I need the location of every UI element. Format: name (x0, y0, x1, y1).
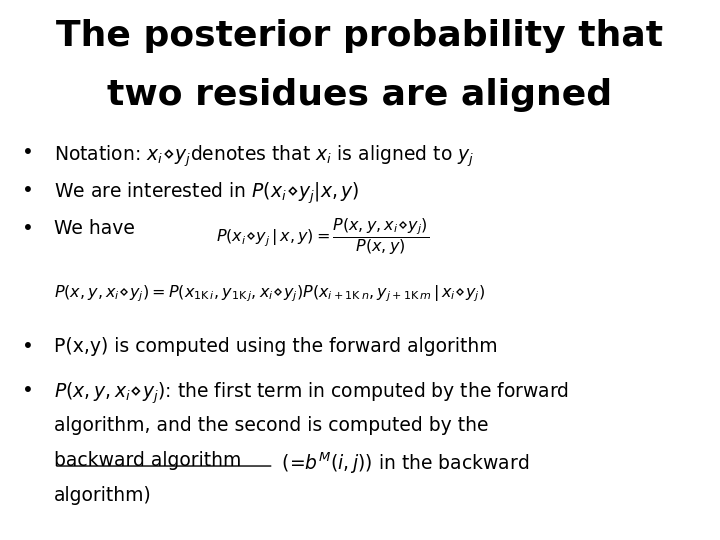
Text: algorithm): algorithm) (54, 486, 152, 505)
Text: $P(x_i\!\diamond\! y_j\,|\,x,y)=\dfrac{P(x,y,x_i\!\diamond\! y_j)}{P(x,y)}$: $P(x_i\!\diamond\! y_j\,|\,x,y)=\dfrac{P… (216, 216, 429, 257)
Text: Notation: $x_i\!\diamond\! y_j$denotes that $x_i$ is aligned to $y_j$: Notation: $x_i\!\diamond\! y_j$denotes t… (54, 143, 474, 168)
Text: •: • (22, 181, 33, 200)
Text: P(x,y) is computed using the forward algorithm: P(x,y) is computed using the forward alg… (54, 338, 498, 356)
Text: $P(x,y,x_i\!\diamond\! y_j)=P(x_{1{\rm K}\,i},y_{1{\rm K}\,j},x_i\!\diamond\! y_: $P(x,y,x_i\!\diamond\! y_j)=P(x_{1{\rm K… (54, 284, 485, 304)
Text: algorithm, and the second is computed by the: algorithm, and the second is computed by… (54, 416, 488, 435)
Text: The posterior probability that: The posterior probability that (56, 19, 664, 53)
Text: •: • (22, 143, 33, 162)
Text: We have: We have (54, 219, 135, 238)
Text: $P(x,y,x_i\!\diamond\! y_j)$: the first term in computed by the forward: $P(x,y,x_i\!\diamond\! y_j)$: the first … (54, 381, 569, 406)
Text: •: • (22, 338, 33, 356)
Text: backward algorithm: backward algorithm (54, 451, 241, 470)
Text: (=$b^M(i,j)$) in the backward: (=$b^M(i,j)$) in the backward (276, 451, 529, 476)
Text: •: • (22, 219, 33, 238)
Text: two residues are aligned: two residues are aligned (107, 78, 613, 112)
Text: •: • (22, 381, 33, 400)
Text: We are interested in $P(x_i\!\diamond\! y_j|x, y)$: We are interested in $P(x_i\!\diamond\! … (54, 181, 359, 206)
